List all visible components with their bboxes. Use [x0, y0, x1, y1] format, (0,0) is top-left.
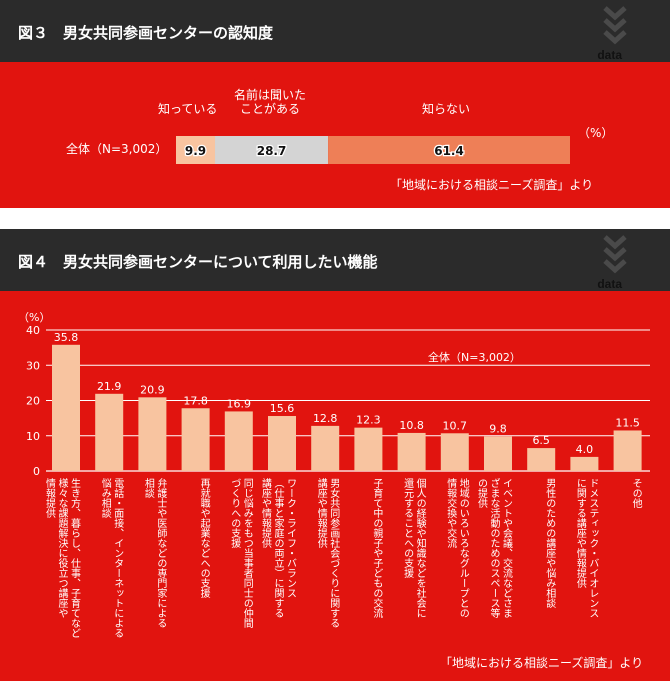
bar — [224, 411, 253, 471]
y-tick-label: 20 — [26, 395, 40, 408]
bar-value-label: 6.5 — [532, 434, 550, 447]
bar-value-label: 9.8 — [489, 422, 507, 435]
segment-value-label: 9.9 — [185, 144, 206, 158]
category-label: ワーク・ライフ・バランス — [285, 478, 297, 598]
figure4-source: 「地域における相談ニーズ調査」より — [440, 656, 644, 670]
figure3-data-tag: data — [597, 48, 622, 62]
category-label: 電話・面接、インターネットによる — [112, 478, 124, 638]
category-label: づくりへの支援 — [229, 478, 241, 549]
y-tick-label: 10 — [26, 430, 40, 443]
category-label: 相談 — [142, 477, 154, 499]
stacked-segment — [215, 136, 329, 164]
series-label-heard-line1: 名前は聞いた — [234, 88, 307, 102]
bar — [527, 448, 556, 471]
figure3-source: 「地域における相談ニーズ調査」より — [390, 178, 594, 192]
bar-value-label: 21.9 — [97, 380, 122, 393]
figure4-panel: 図４ 男女共同参画センターについて利用したい機能 data 0 10 20 30 40 … — [0, 229, 670, 681]
series-label-dontknow: 知らない — [422, 102, 471, 116]
category-label: 情報交換や交流 — [445, 477, 457, 549]
category-label: イベントや会議、交流などさま — [501, 478, 513, 618]
figure4-annotation: 全体（N=3,002） — [428, 351, 521, 364]
category-label: に関する講座や情報提供 — [574, 478, 586, 589]
bar-value-label: 17.8 — [183, 394, 208, 407]
figure3-title: 図３ 男女共同参画センターの認知度 — [18, 24, 274, 42]
category-label: 弁護士や医師などの専門家による — [155, 477, 167, 628]
bar — [311, 425, 340, 471]
y-tick-label: 0 — [33, 465, 40, 478]
category-label: 同じ悩みをもつ当事者同士の仲間 — [241, 478, 253, 629]
figure3-panel: 図３ 男女共同参画センターの認知度 data 知っている 名前は聞いた ことがあ… — [0, 0, 670, 208]
bar — [181, 408, 210, 471]
figure3-header: 図３ 男女共同参画センターの認知度 data — [0, 0, 670, 62]
category-label: 再就職や起業などへの支援 — [198, 478, 210, 599]
bar-value-label: 16.9 — [227, 397, 252, 410]
category-label: 生き方、暮らし、仕事、子育てなど — [69, 477, 81, 638]
category-label: その他 — [630, 478, 642, 509]
category-label: 悩み相談 — [99, 477, 111, 519]
category-label: ざまな活動のためのスペース等 — [488, 477, 500, 618]
series-label-know: 知っている — [158, 102, 218, 116]
bar-value-label: 12.8 — [313, 412, 338, 425]
category-label: 地域のいろいろなグループとの — [457, 477, 469, 618]
bar-value-label: 4.0 — [576, 443, 594, 456]
category-label: の提供 — [476, 478, 488, 509]
bar — [440, 433, 469, 471]
category-label: 個人の経験や知識などを社会に — [414, 477, 426, 618]
bar — [52, 344, 80, 471]
category-label: 男性のための講座や悩み相談 — [544, 478, 556, 609]
bar — [268, 416, 296, 471]
segment-value-label: 28.7 — [257, 144, 287, 158]
bar-value-label: 10.8 — [399, 419, 424, 432]
category-label: 講座や情報提供 — [260, 477, 272, 549]
chevron-down-icon — [603, 6, 627, 45]
figure4-data-tag: data — [597, 277, 622, 291]
row-label: 全体（N=3,002） — [66, 142, 168, 156]
figure3-unit: （%） — [578, 126, 614, 140]
bar — [570, 456, 599, 471]
category-label: （仕事と家庭の両立）に関する — [272, 478, 284, 618]
category-label: 講座や情報提供 — [315, 477, 327, 549]
bar-value-label: 20.9 — [140, 383, 165, 396]
series-label-heard-line2: ことがある — [240, 102, 301, 116]
figure3-chart: 9.9 28.7 61.4 — [176, 136, 570, 164]
bar-value-label: 11.5 — [615, 416, 640, 429]
bar-value-label: 12.3 — [356, 414, 381, 427]
category-label: 還元することへの支援 — [402, 478, 414, 579]
figure4-ylabel: （%） — [18, 311, 51, 324]
segment-value-label: 61.4 — [434, 144, 464, 158]
bar — [484, 436, 512, 471]
bar — [613, 430, 642, 471]
figure4-title: 図４ 男女共同参画センターについて利用したい機能 — [18, 253, 378, 271]
bar — [138, 397, 167, 471]
category-label: 男女共同参画社会づくりに関する — [328, 478, 340, 628]
bar — [354, 427, 383, 471]
bar — [397, 432, 426, 471]
y-tick-label: 40 — [26, 324, 40, 337]
chevron-down-icon — [603, 235, 627, 274]
stacked-segment — [328, 136, 570, 164]
category-label: 様々な課題解決に役立つ講座や — [56, 477, 68, 618]
y-tick-label: 30 — [26, 359, 40, 372]
figure4-chart: 0 10 20 30 40 35.8 21.9 20.9 17.8 16.9 15.6 12.8 12… — [26, 324, 650, 638]
category-label: ドメスティック・バイオレンス — [587, 478, 599, 618]
bar-value-label: 35.8 — [54, 331, 79, 344]
category-label: 情報提供 — [44, 477, 56, 519]
figure4-header: 図４ 男女共同参画センターについて利用したい機能 data — [0, 229, 670, 291]
bar — [95, 393, 124, 471]
stacked-segment — [176, 136, 216, 164]
category-label: 子育て中の親子や子どもの交流 — [371, 478, 383, 619]
bar-value-label: 10.7 — [443, 419, 468, 432]
bar-value-label: 15.6 — [270, 402, 295, 415]
